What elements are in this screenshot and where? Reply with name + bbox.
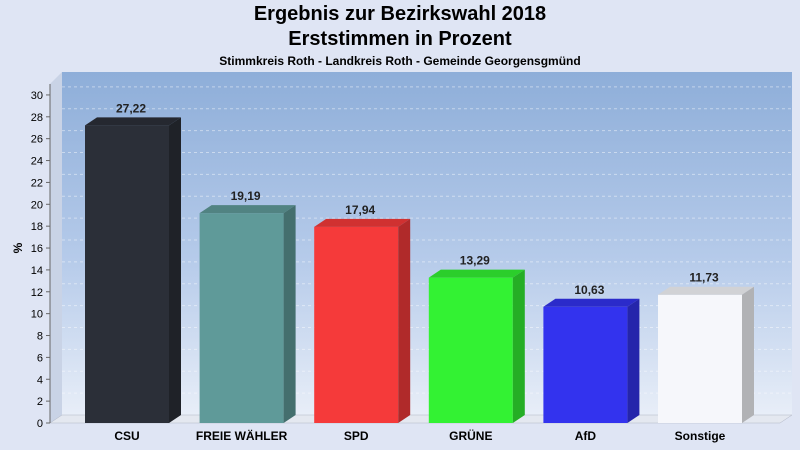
bar-group: 19,19 FREIE WÄHLER — [196, 189, 296, 443]
bar-top — [314, 218, 411, 227]
y-tick-label: 2 — [37, 396, 43, 408]
category-label: GRÜNE — [449, 428, 492, 443]
y-tick-label: 30 — [31, 90, 43, 102]
category-label: AfD — [575, 429, 597, 443]
bar-top — [85, 117, 181, 126]
bar-side — [283, 205, 296, 423]
bar — [428, 277, 513, 423]
y-tick-label: 28 — [31, 112, 43, 124]
category-label: SPD — [344, 429, 369, 443]
y-tick-label: 10 — [31, 309, 43, 321]
chart-subtitle-location: Stimmkreis Roth - Landkreis Roth - Gemei… — [219, 54, 581, 68]
chart-title: Ergebnis zur Bezirkswahl 2018 — [253, 3, 547, 25]
bar — [314, 226, 399, 423]
y-tick-label: 14 — [31, 265, 43, 277]
value-label: 27,22 — [116, 101, 146, 115]
y-axis-label: % — [11, 242, 25, 253]
y-tick-label: 26 — [31, 134, 43, 146]
y-tick-label: 16 — [31, 243, 43, 255]
category-label: FREIE WÄHLER — [196, 428, 288, 443]
bar-side — [742, 286, 754, 423]
value-label: 11,73 — [689, 271, 719, 285]
bar — [658, 294, 742, 423]
bar — [199, 213, 284, 423]
bar-side — [398, 218, 411, 423]
bar-top — [428, 269, 525, 278]
y-tick-label: 22 — [31, 177, 43, 189]
bar — [85, 125, 169, 424]
y-tick-label: 6 — [37, 352, 43, 364]
y-tick-label: 24 — [31, 156, 43, 168]
y-tick-label: 4 — [37, 374, 43, 386]
bar-side — [512, 269, 525, 423]
bar-group: 27,22 CSU — [85, 101, 181, 443]
value-label: 13,29 — [460, 254, 490, 268]
y-tick-label: 18 — [31, 221, 43, 233]
bar-top — [199, 205, 296, 214]
y-tick-label: 0 — [37, 418, 43, 430]
bar-top — [543, 298, 640, 307]
bar — [543, 306, 628, 423]
value-label: 17,94 — [345, 203, 375, 217]
bar-group: 10,63 AfD — [543, 283, 640, 443]
y-tick-label: 12 — [31, 287, 43, 299]
value-label: 10,63 — [574, 283, 604, 297]
value-label: 19,19 — [231, 189, 261, 203]
bar-side — [627, 298, 640, 423]
bar-top — [658, 286, 754, 295]
y-tick-label: 20 — [31, 199, 43, 211]
y-tick-label: 8 — [37, 331, 43, 343]
category-label: CSU — [114, 429, 139, 443]
bar-group: 17,94 SPD — [314, 203, 411, 443]
category-label: Sonstige — [675, 429, 726, 443]
bar-side — [169, 117, 181, 424]
plot-side-wall — [50, 72, 62, 423]
bar-group: 13,29 GRÜNE — [428, 254, 525, 443]
chart-subtitle: Erststimmen in Prozent — [288, 28, 512, 50]
bar-group: 11,73 Sonstige — [658, 271, 754, 443]
